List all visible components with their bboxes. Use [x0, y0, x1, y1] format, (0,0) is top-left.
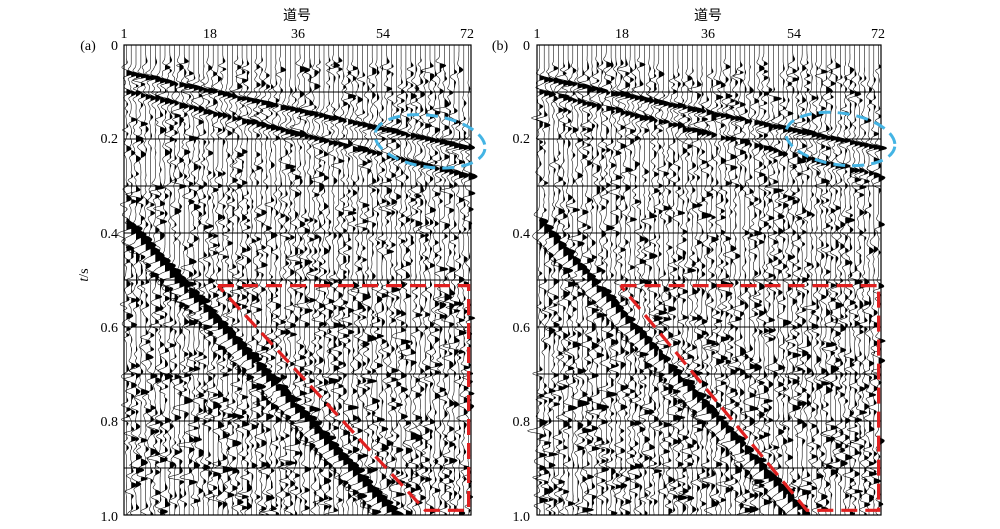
y-tick-label: 0.2	[513, 132, 531, 147]
plot-frame	[123, 44, 472, 516]
panel-b-xlabel: 道号	[694, 8, 722, 24]
panel-b: 道号 (b) 1 18 36 54 72 0 0.2 0.4 0.6 0.8 1…	[492, 8, 897, 525]
x-tick-label: 36	[291, 27, 305, 42]
panel-b-label: (b)	[492, 39, 509, 54]
panel-a-ylabel: t/s	[77, 268, 92, 281]
y-tick-label: 0	[111, 39, 118, 54]
x-tick-label: 54	[787, 27, 801, 42]
panel-b-y-tick-labels: 0 0.2 0.4 0.6 0.8 1.0	[513, 39, 531, 525]
x-tick-label: 1	[534, 27, 541, 42]
y-tick-label: 0.2	[101, 132, 119, 147]
panel-a-label: (a)	[80, 39, 96, 54]
y-tick-label: 0	[523, 39, 530, 54]
panel-b-plot-area	[527, 44, 897, 516]
x-tick-label: 72	[871, 27, 885, 42]
x-tick-label: 36	[701, 27, 715, 42]
y-tick-label: 0.6	[101, 321, 119, 336]
panel-a-x-tick-labels: 1 18 36 54 72	[121, 27, 475, 42]
panel-a-y-tick-labels: 0 0.2 0.4 0.6 0.8 1.0	[101, 39, 119, 525]
polygon-annotation	[216, 284, 471, 512]
panel-a-xlabel: 道号	[283, 8, 311, 24]
panel-a: 道号 (a) t/s 1 18 36 54 72 0 0.2 0.4 0.6 0…	[77, 8, 487, 525]
y-tick-label: 1.0	[101, 510, 119, 525]
x-tick-label: 1	[121, 27, 128, 42]
y-tick-label: 0.8	[101, 415, 119, 430]
x-tick-label: 54	[376, 27, 390, 42]
ellipse-annotation	[784, 110, 897, 168]
y-tick-label: 1.0	[513, 510, 531, 525]
y-tick-label: 0.4	[513, 227, 531, 242]
y-tick-label: 0.8	[513, 415, 531, 430]
polygon-annotation	[619, 284, 881, 512]
plot-frame	[536, 44, 882, 516]
ellipse-annotation	[373, 113, 487, 170]
panel-b-x-tick-labels: 1 18 36 54 72	[534, 27, 886, 42]
x-tick-label: 18	[615, 27, 629, 42]
x-tick-label: 72	[460, 27, 474, 42]
traces	[117, 45, 478, 516]
panel-a-plot-area	[117, 44, 487, 516]
y-tick-label: 0.6	[513, 321, 531, 336]
y-tick-label: 0.4	[101, 227, 119, 242]
time-gridlines	[537, 91, 881, 469]
x-tick-label: 18	[203, 27, 217, 42]
